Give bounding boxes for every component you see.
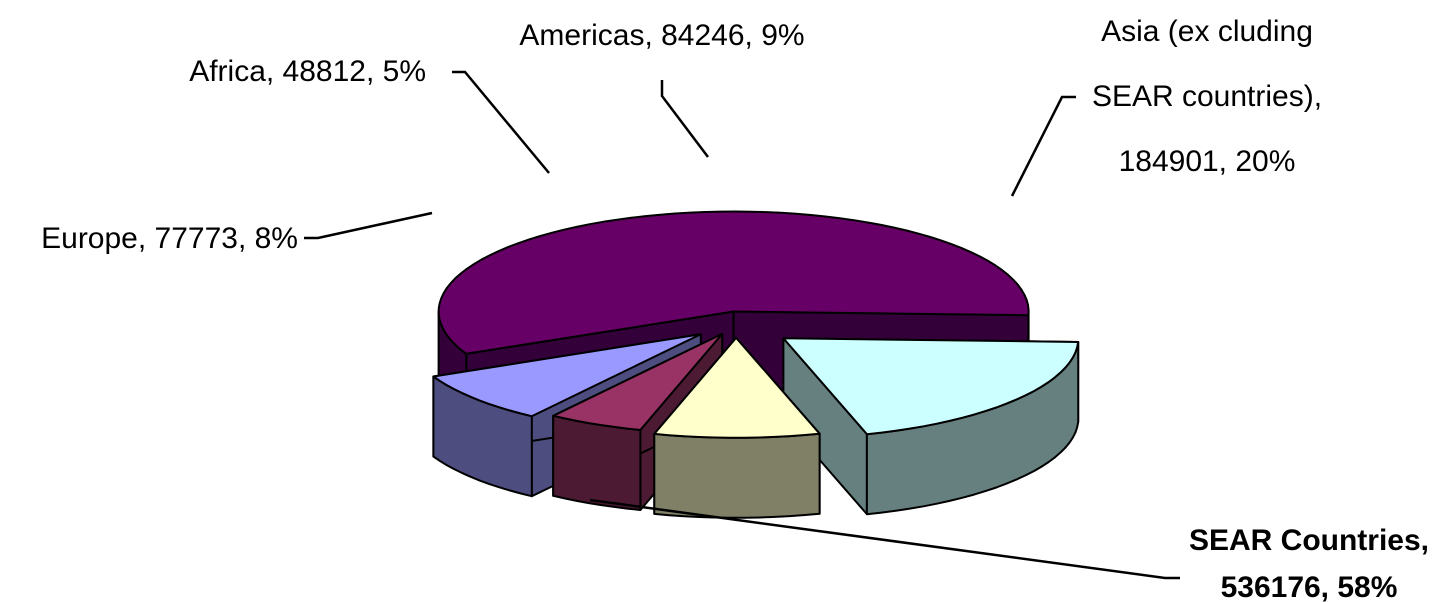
- data-label-asia-line1: Asia (ex cluding: [1101, 15, 1313, 48]
- data-label-asia-line3: 184901, 20%: [1119, 145, 1296, 178]
- data-label-europe: Europe, 77773, 8%: [41, 222, 298, 255]
- slice-americas-top: [653, 336, 821, 439]
- slice-europe-top: [432, 333, 702, 418]
- data-label-africa: Africa, 48812, 5%: [189, 55, 426, 88]
- slice-asia-excluding-sear-countries-top: [782, 337, 1080, 436]
- leader-line-africa: [452, 70, 550, 174]
- leader-line-sear: [589, 498, 1180, 580]
- slice-americas-side-0: [653, 432, 821, 519]
- data-label-asia-line2: SEAR countries),: [1092, 80, 1322, 113]
- leader-line-americas: [660, 80, 709, 158]
- slice-sear-countries-top: [437, 210, 1030, 355]
- leader-line-asia: [1010, 95, 1076, 197]
- slice-africa-top: [552, 332, 724, 431]
- data-label-americas: Americas, 84246, 9%: [519, 19, 804, 52]
- leader-lines: [304, 70, 1180, 580]
- data-label-sear-line2: 536176, 58%: [1221, 571, 1398, 602]
- data-labels: SEAR Countries, 536176, 58% Asia (ex clu…: [41, 15, 1429, 602]
- leader-line-europe: [304, 211, 433, 240]
- pie-slices: [432, 210, 1080, 519]
- slice-africa-side-0: [552, 414, 642, 511]
- data-label-sear-line1: SEAR Countries,: [1189, 524, 1429, 557]
